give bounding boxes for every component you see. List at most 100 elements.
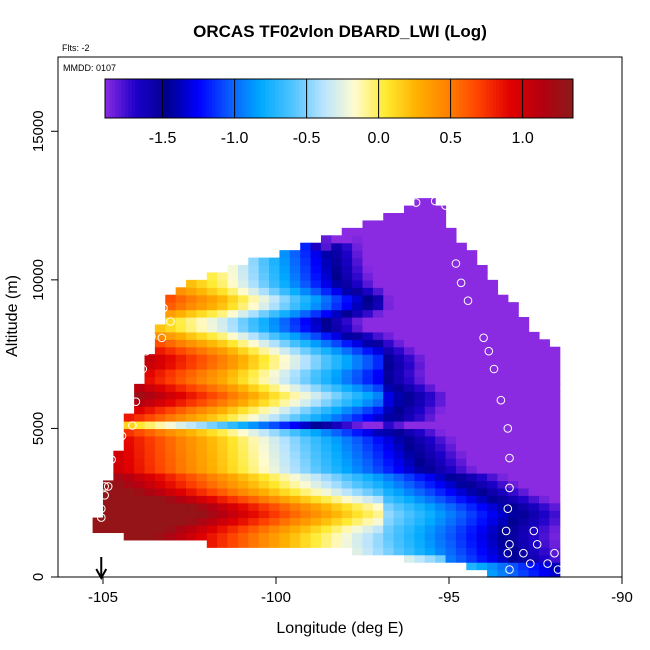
- heatmap-cell: [455, 354, 467, 363]
- heatmap-cell: [196, 487, 208, 496]
- heatmap-cell: [165, 346, 177, 355]
- heatmap-cell: [154, 346, 166, 355]
- colorbar-segment: [362, 79, 367, 118]
- colorbar-segment: [158, 79, 163, 118]
- heatmap-cell: [372, 339, 384, 348]
- heatmap-cell: [237, 532, 249, 541]
- colorbar-segment: [442, 79, 447, 118]
- heatmap-cell: [248, 495, 260, 504]
- heatmap-cell: [269, 369, 281, 378]
- heatmap-cell: [424, 383, 436, 392]
- colorbar-segment: [539, 79, 544, 118]
- heatmap-cell: [320, 272, 332, 281]
- heatmap-cell: [393, 510, 405, 519]
- colorbar: [104, 78, 574, 119]
- heatmap-cell: [455, 294, 467, 303]
- heatmap-cell: [487, 302, 499, 311]
- heatmap-cell: [237, 354, 249, 363]
- heatmap-cell: [248, 487, 260, 496]
- heatmap-cell: [123, 532, 135, 541]
- heatmap-cell: [372, 361, 384, 370]
- heatmap-cell: [237, 265, 249, 274]
- heatmap-cell: [341, 517, 353, 526]
- heatmap-cell: [424, 317, 436, 326]
- heatmap-cell: [404, 502, 415, 511]
- heatmap-cell: [341, 510, 353, 519]
- sample-marker: [109, 442, 118, 451]
- heatmap-cell: [466, 539, 478, 548]
- heatmap-cell: [372, 257, 384, 266]
- heatmap-cell: [528, 458, 540, 467]
- heatmap-cell: [466, 369, 478, 378]
- heatmap-cell: [320, 495, 332, 504]
- colorbar-segment: [405, 79, 410, 118]
- heatmap-cell: [320, 391, 332, 400]
- heatmap-cell: [165, 369, 177, 378]
- heatmap-cell: [113, 525, 125, 534]
- heatmap-cell: [507, 331, 519, 340]
- heatmap-cell: [497, 487, 509, 496]
- heatmap-cell: [404, 406, 415, 415]
- heatmap-cell: [102, 517, 114, 526]
- heatmap-cell: [196, 339, 208, 348]
- colorbar-segment: [165, 79, 170, 118]
- heatmap-cell: [393, 213, 405, 222]
- heatmap-cell: [237, 376, 249, 385]
- heatmap-cell: [404, 458, 415, 467]
- heatmap-cell: [455, 369, 467, 378]
- sample-marker: [503, 504, 513, 514]
- heatmap-cell: [372, 279, 384, 288]
- heatmap-cell: [352, 502, 364, 511]
- heatmap-cell: [435, 525, 447, 534]
- heatmap-cell: [144, 502, 156, 511]
- heatmap-cell: [455, 272, 467, 281]
- heatmap-cell: [518, 376, 530, 385]
- heatmap-cell: [186, 302, 197, 311]
- heatmap-cell: [487, 569, 499, 578]
- heatmap-cell: [165, 480, 177, 489]
- heatmap-cell: [435, 428, 447, 437]
- heatmap-cell: [300, 331, 312, 340]
- heatmap-cell: [528, 562, 540, 571]
- heatmap-cell: [279, 339, 291, 348]
- colorbar-segment: [536, 79, 541, 118]
- heatmap-cell: [466, 517, 478, 526]
- heatmap-cell: [414, 331, 426, 340]
- colorbar-segment: [449, 79, 454, 118]
- heatmap-cell: [352, 369, 364, 378]
- heatmap-cell: [404, 517, 415, 526]
- heatmap-cell: [445, 480, 457, 489]
- heatmap-cell: [279, 510, 291, 519]
- heatmap-cell: [123, 465, 135, 474]
- heatmap-cell: [435, 205, 447, 214]
- heatmap-cell: [549, 376, 561, 385]
- heatmap-cell: [248, 517, 260, 526]
- heatmap-cell: [518, 383, 530, 392]
- heatmap-cell: [518, 443, 530, 452]
- heatmap-cell: [518, 502, 530, 511]
- heatmap-cell: [476, 279, 488, 288]
- heatmap-cell: [352, 428, 364, 437]
- colorbar-segment: [312, 79, 317, 118]
- heatmap-cell: [279, 369, 291, 378]
- heatmap-cell: [227, 302, 239, 311]
- colorbar-segment: [218, 79, 223, 118]
- heatmap-cell: [175, 302, 187, 311]
- heatmap-cell: [341, 383, 353, 392]
- heatmap-cell: [362, 331, 374, 340]
- heatmap-cell: [372, 413, 384, 422]
- heatmap-cell: [331, 250, 343, 259]
- colorbar-segment: [546, 79, 551, 118]
- heatmap-cell: [352, 473, 364, 482]
- heatmap-cell: [341, 435, 353, 444]
- heatmap-cell: [300, 317, 312, 326]
- heatmap-cell: [165, 339, 177, 348]
- heatmap-cell: [435, 376, 447, 385]
- colorbar-segment: [252, 79, 256, 118]
- heatmap-cell: [362, 398, 374, 407]
- heatmap-cell: [538, 450, 550, 459]
- heatmap-cell: [300, 421, 312, 430]
- heatmap-cell: [320, 339, 332, 348]
- heatmap-cell: [476, 428, 488, 437]
- heatmap-cell: [154, 450, 166, 459]
